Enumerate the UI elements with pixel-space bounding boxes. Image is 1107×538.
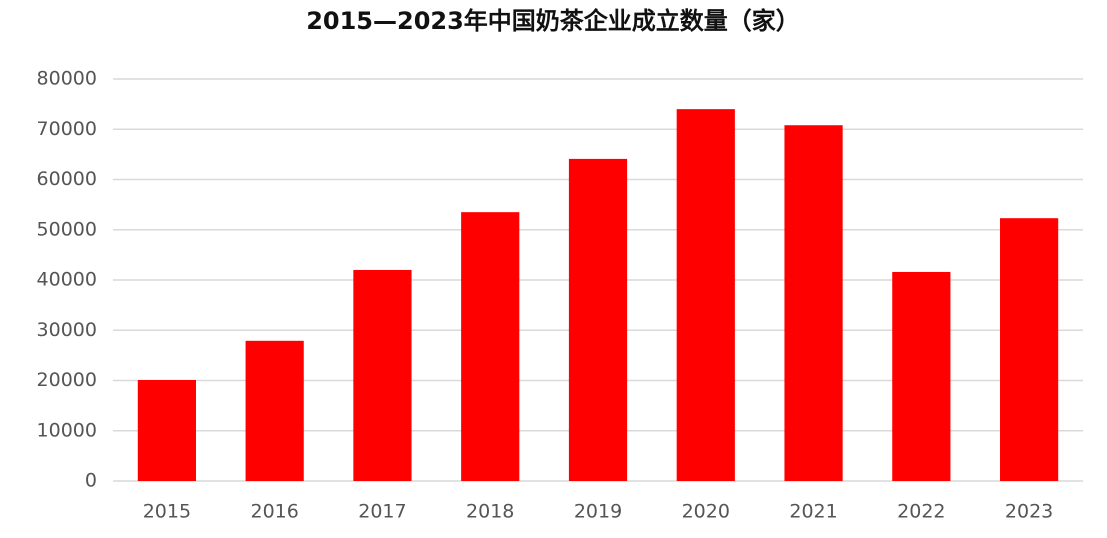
bar	[1000, 218, 1059, 481]
x-tick-label: 2015	[143, 501, 191, 523]
bar	[892, 271, 951, 481]
bar	[784, 125, 843, 481]
y-tick-label: 0	[85, 470, 97, 492]
chart-title: 2015—2023年中国奶茶企业成立数量（家）	[306, 7, 800, 35]
y-tick-label: 10000	[37, 419, 97, 441]
y-tick-label: 60000	[37, 168, 97, 190]
x-tick-label: 2020	[682, 501, 730, 523]
x-tick-label: 2021	[789, 501, 837, 523]
y-tick-label: 30000	[37, 319, 97, 341]
bar	[568, 158, 628, 481]
x-tick-label: 2018	[466, 501, 514, 523]
bar	[676, 109, 735, 482]
y-tick-label: 50000	[37, 218, 97, 240]
y-tick-label: 20000	[37, 369, 97, 391]
y-tick-label: 80000	[37, 68, 97, 90]
x-tick-label: 2023	[1005, 501, 1053, 523]
y-tick-label: 70000	[37, 118, 97, 140]
x-tick-label: 2019	[574, 501, 622, 523]
bar	[461, 212, 520, 481]
bar	[245, 340, 304, 481]
x-tick-label: 2016	[250, 501, 298, 523]
x-tick-label: 2022	[897, 501, 945, 523]
y-tick-label: 40000	[37, 269, 97, 291]
bar	[137, 379, 196, 481]
x-tick-label: 2017	[358, 501, 406, 523]
bar	[353, 269, 412, 481]
